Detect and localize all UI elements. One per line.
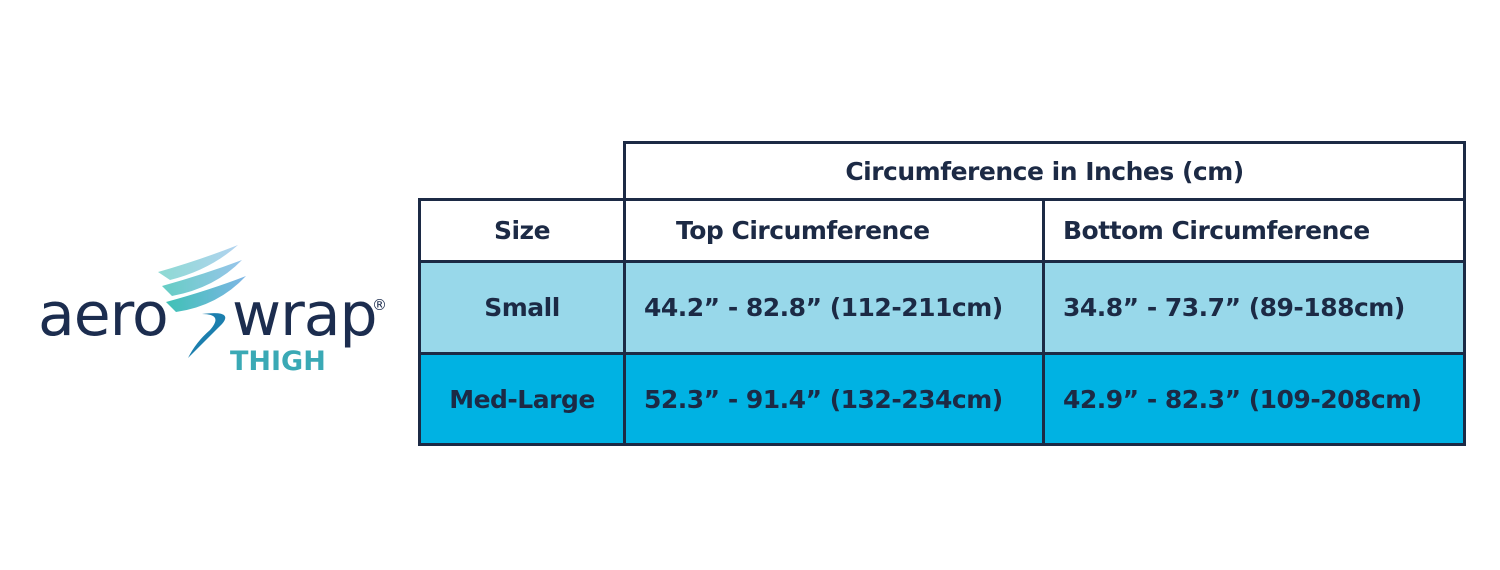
table-cell: 34.8” - 73.7” (89-188cm) bbox=[1042, 260, 1466, 355]
column-header: Bottom Circumference bbox=[1042, 198, 1466, 263]
column-header: Size bbox=[418, 198, 626, 263]
table-cell: 52.3” - 91.4” (132-234cm) bbox=[623, 352, 1045, 446]
row-label: Med-Large bbox=[418, 352, 626, 446]
logo-icon bbox=[158, 245, 246, 358]
table-cell: 42.9” - 82.3” (109-208cm) bbox=[1042, 352, 1466, 446]
logo-word: aero bbox=[38, 280, 169, 350]
table-cell: 44.2” - 82.8” (112-211cm) bbox=[623, 260, 1045, 355]
column-header: Top Circumference bbox=[623, 198, 1045, 263]
logo-product: THIGH bbox=[230, 346, 326, 377]
group-header: Circumference in Inches (cm) bbox=[623, 141, 1466, 201]
registered-mark: ® bbox=[372, 296, 387, 314]
logo-word: wrap bbox=[232, 280, 378, 350]
row-label: Small bbox=[418, 260, 626, 355]
